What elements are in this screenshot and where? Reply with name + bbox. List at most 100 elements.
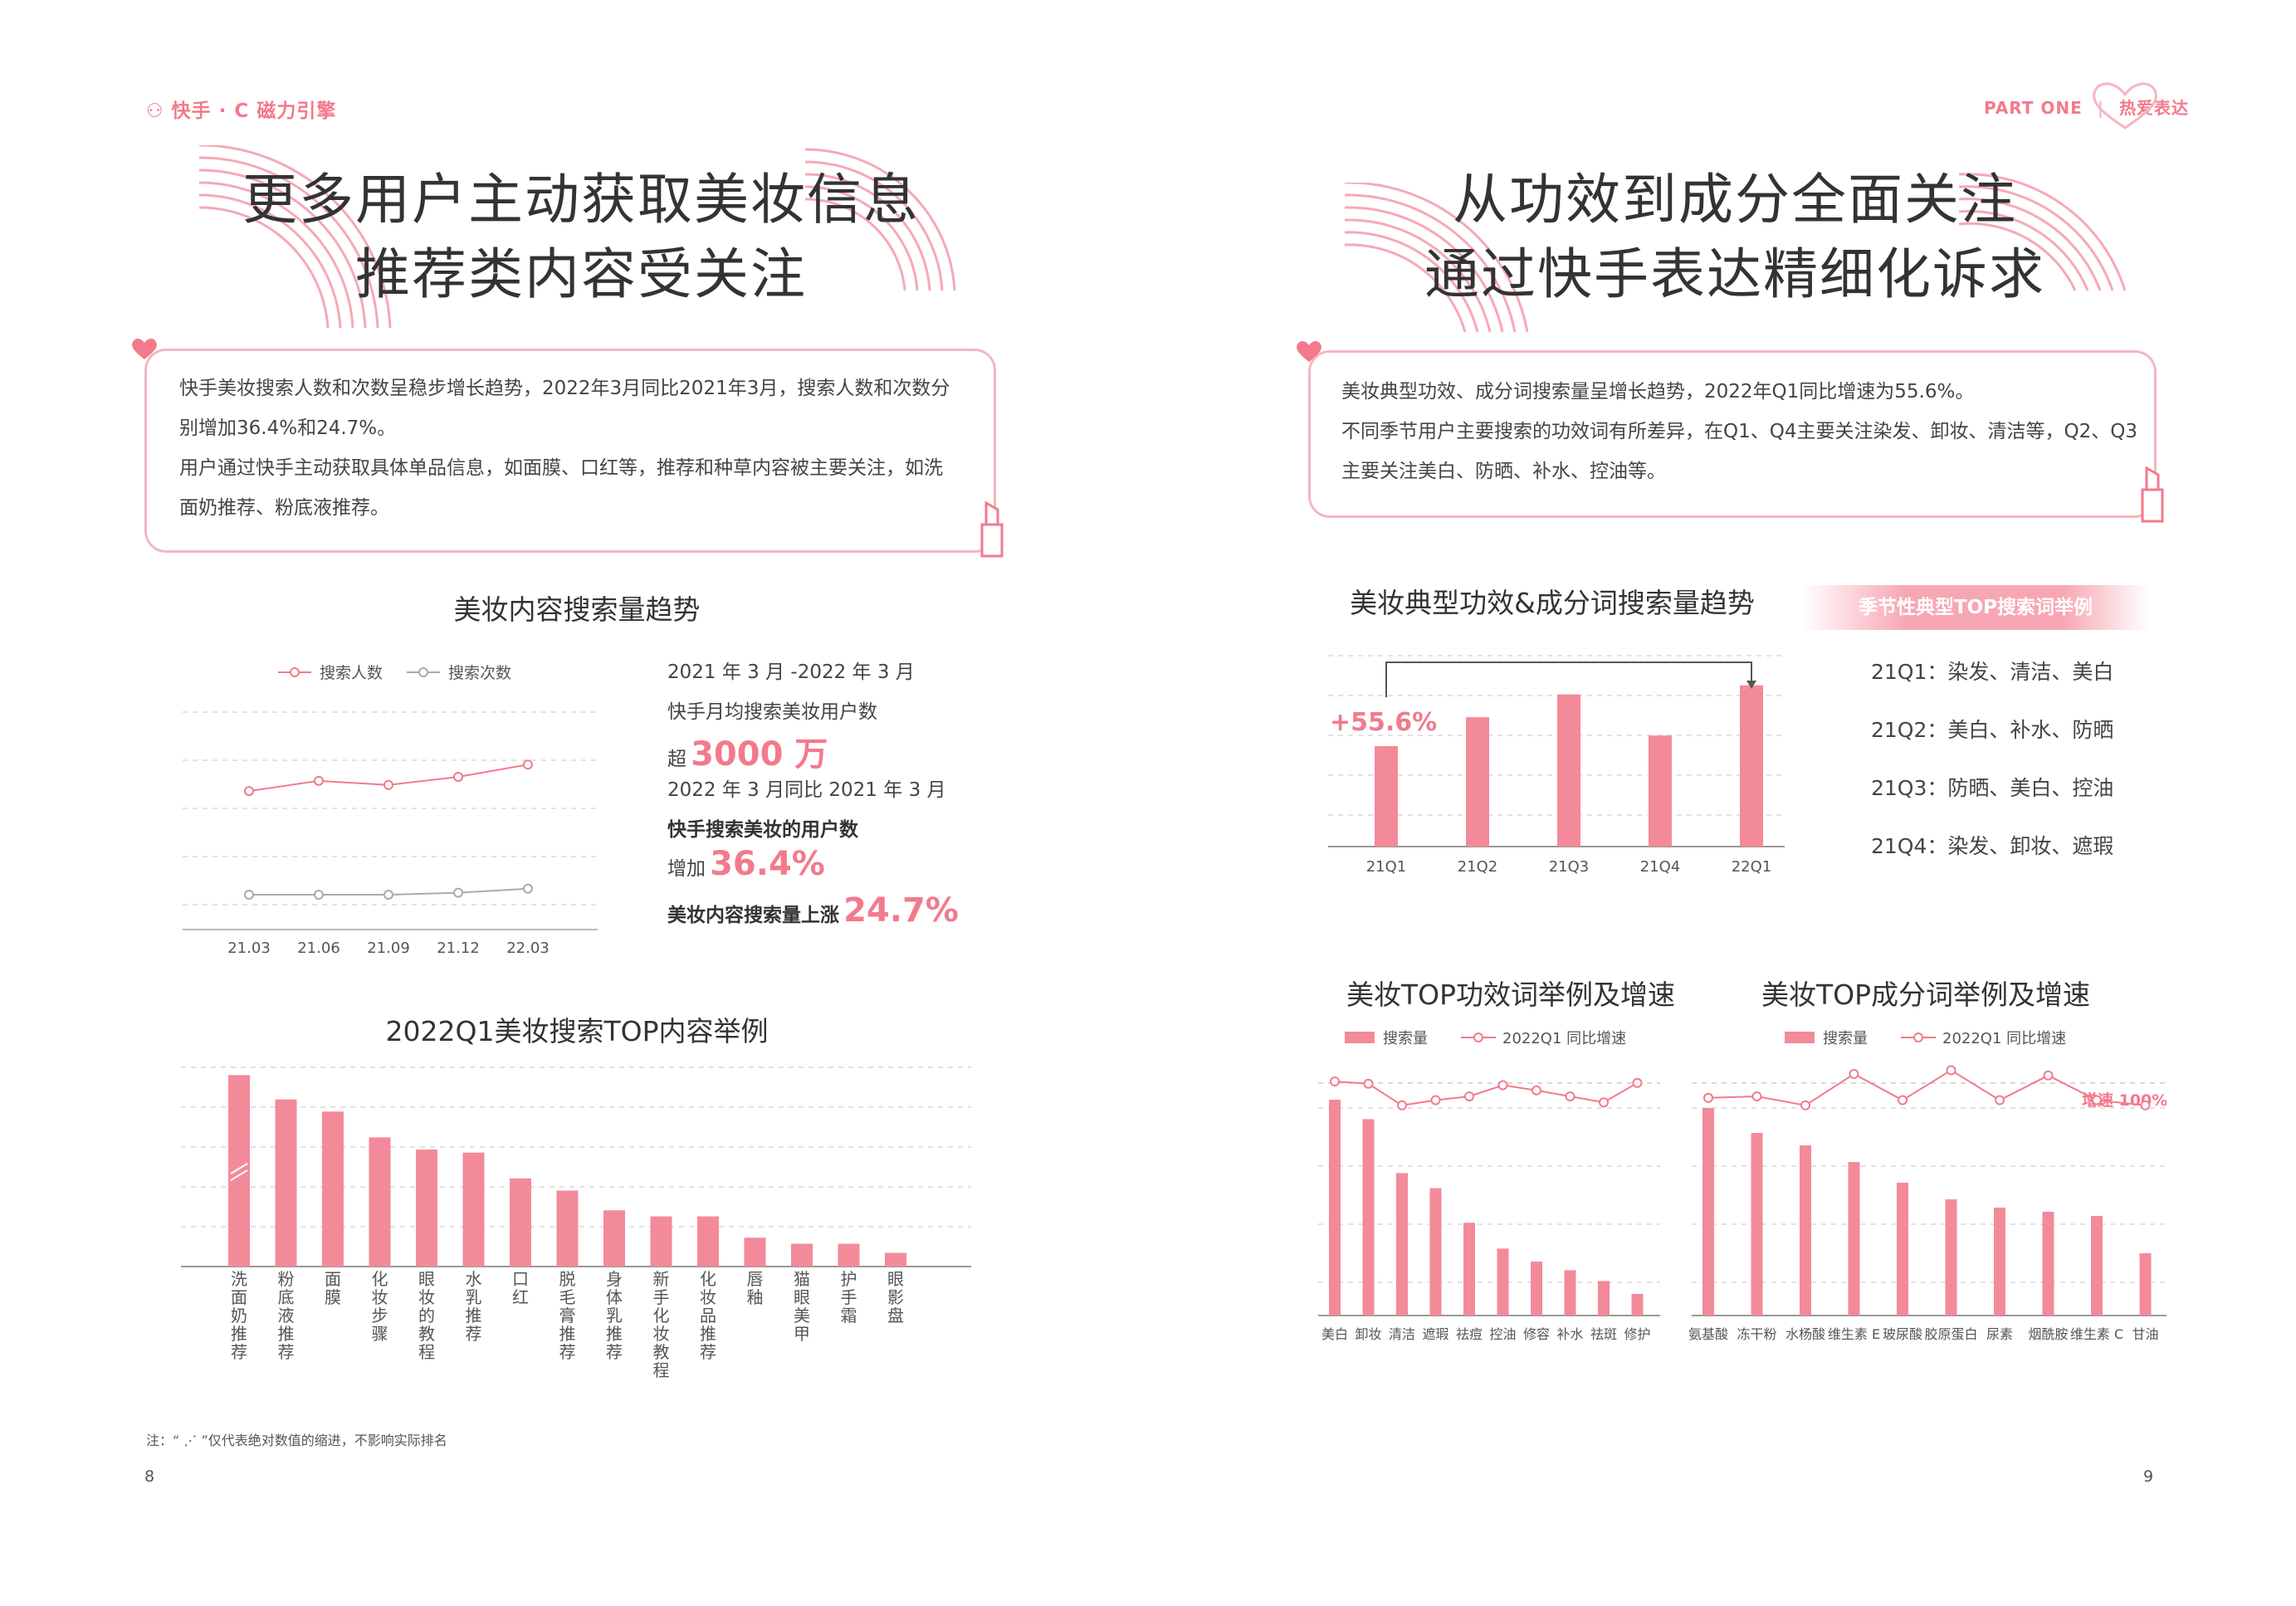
growth-point [1703, 1092, 1713, 1103]
growth-point [1946, 1065, 1956, 1076]
x-tick-label: 面膜 [325, 1269, 341, 1307]
top-content-chart-title: 2022Q1美妆搜索TOP内容举例 [385, 1015, 769, 1047]
bar [1329, 1100, 1341, 1316]
growth-line [1707, 1069, 2146, 1106]
top-content-bar-chart [181, 1067, 971, 1267]
stat-value-search-growth: 24.7% [843, 891, 959, 930]
stat-period-2: 2022 年 3 月同比 2021 年 3 月 [667, 779, 946, 801]
cili-logo-text: 磁力引擎 [256, 100, 337, 122]
legend-label-searches: 搜索次数 [448, 664, 511, 682]
series-point [314, 775, 324, 786]
growth-point [2092, 1095, 2102, 1106]
left-title-line1: 更多用户主动获取美妆信息 [242, 168, 920, 232]
bar [275, 1099, 297, 1267]
season-item: 21Q4：染发、卸妆、遮瑕 [1871, 834, 2114, 858]
stat-value-row: 超 3000 万 [667, 727, 1016, 774]
bar [322, 1111, 344, 1267]
effect-legend: 搜索量 2022Q1 同比增速 [1345, 1030, 1626, 1047]
x-tick-label: 猫眼美甲 [794, 1269, 810, 1344]
bar [1897, 1183, 1908, 1316]
left-summary-line: 面奶推荐、粉底液推荐。 [179, 497, 389, 519]
x-tick-label: 21.06 [297, 940, 340, 954]
x-tick-label: 21Q1 [1366, 858, 1407, 876]
bar [1362, 1119, 1375, 1316]
growth-point [2140, 1100, 2151, 1111]
bar [1429, 1188, 1442, 1316]
stat-prefix: 超 [667, 749, 686, 770]
bar [1702, 1108, 1714, 1316]
left-summary-line: 用户通过快手主动获取具体单品信息，如面膜、口红等，推荐和种草内容被主要关注，如洗 [179, 457, 943, 479]
bar [510, 1178, 531, 1267]
indent-mark [230, 1169, 248, 1181]
x-tick-label: 身体乳推荐 [606, 1269, 623, 1362]
growth-point [1898, 1095, 1908, 1106]
decor-arcs-right-2 [1958, 173, 2127, 291]
left-title-line2: 推荐类内容受关注 [355, 242, 807, 306]
x-tick-label: 21Q4 [1640, 858, 1681, 876]
x-tick-label: 修护 [1624, 1326, 1650, 1342]
x-tick-label: 21Q2 [1458, 858, 1498, 876]
series-point [244, 890, 254, 901]
stats-panel: 2021 年 3 月 -2022 年 3 月 快手月均搜索美妆用户数 超 300… [667, 656, 1016, 930]
left-title: 更多用户主动获取美妆信息 推荐类内容受关注 [166, 163, 996, 312]
bar [556, 1190, 579, 1267]
right-summary-line: 美妆典型功效、成分词搜索量呈增长趋势，2022年Q1同比增速为55.6%。 [1341, 381, 1975, 403]
x-tick-label: 护手霜 [840, 1269, 857, 1325]
page-number-left: 8 [144, 1467, 155, 1486]
x-tick-label: 美白 [1321, 1326, 1348, 1342]
bar [650, 1216, 672, 1267]
growth-point [1363, 1078, 1374, 1089]
x-tick-label: 化妆品推荐 [700, 1269, 716, 1362]
part-label: PART ONE [1984, 98, 2083, 118]
growth-point [2043, 1070, 2054, 1081]
stat-prefix: 增加 [667, 858, 706, 880]
ingredient-chart-title: 美妆TOP成分词举例及增速 [1761, 979, 2091, 1011]
bar [1631, 1294, 1644, 1316]
x-tick-label: 化妆步骤 [371, 1269, 388, 1344]
kuaishou-logo-text: 快手 [171, 100, 212, 122]
x-tick-label: 胶原蛋白 [1924, 1326, 1977, 1342]
left-summary-line: 快手美妆搜索人数和次数呈稳步增长趋势，2022年3月同比2021年3月，搜索人数… [179, 378, 950, 399]
x-tick-label: 尿素 [1986, 1326, 2013, 1342]
x-tick-label: 水杨酸 [1786, 1326, 1825, 1342]
series-point [523, 883, 533, 894]
growth-point [1330, 1076, 1340, 1086]
left-summary-line: 别增加36.4%和24.7%。 [179, 417, 397, 439]
bar [1848, 1162, 1860, 1316]
growth-arrow-icon [1746, 681, 1756, 689]
bar [885, 1252, 906, 1267]
bar [838, 1243, 860, 1267]
ingredient-gridlines [1692, 1082, 2167, 1316]
bar [1598, 1281, 1610, 1316]
growth-point [1632, 1077, 1643, 1088]
bar [1649, 735, 1672, 847]
bar [791, 1243, 813, 1267]
growth-point [1397, 1100, 1407, 1111]
heart-icon [1297, 340, 1321, 362]
bar [697, 1216, 719, 1267]
right-summary-box [1308, 350, 2157, 518]
growth-point [1751, 1091, 1762, 1101]
growth-bracket [1385, 661, 1752, 697]
x-tick-label: 控油 [1489, 1326, 1516, 1342]
growth-point [1599, 1097, 1609, 1108]
x-tick-label: 唇釉 [746, 1269, 764, 1307]
x-tick-label: 烟酰胺 [2028, 1326, 2068, 1342]
x-tick-label: 维生素 C [2070, 1326, 2123, 1342]
lipstick-icon [2141, 466, 2164, 523]
bar [462, 1152, 485, 1267]
quarter-gridlines [1328, 655, 1785, 847]
stat-line: 美妆内容搜索量上涨 [667, 905, 839, 926]
x-tick-label: 修容 [1523, 1326, 1550, 1342]
x-tick-label: 清洁 [1389, 1326, 1415, 1342]
x-tick-label: 洗面奶推荐 [231, 1269, 247, 1362]
bar [2139, 1253, 2152, 1316]
stat-period: 2021 年 3 月 -2022 年 3 月 [667, 661, 915, 683]
bar [1751, 1133, 1763, 1316]
growth-point [1497, 1080, 1508, 1091]
right-summary-line: 不同季节用户主要搜索的功效词有所差异，在Q1、Q4主要关注染发、卸妆、清洁等，Q… [1341, 421, 2137, 442]
decor-arcs-left-2 [804, 148, 956, 291]
x-tick-label: 眼妆的教程 [418, 1269, 435, 1362]
bar [1945, 1199, 1957, 1316]
x-tick-label: 卸妆 [1355, 1326, 1381, 1342]
